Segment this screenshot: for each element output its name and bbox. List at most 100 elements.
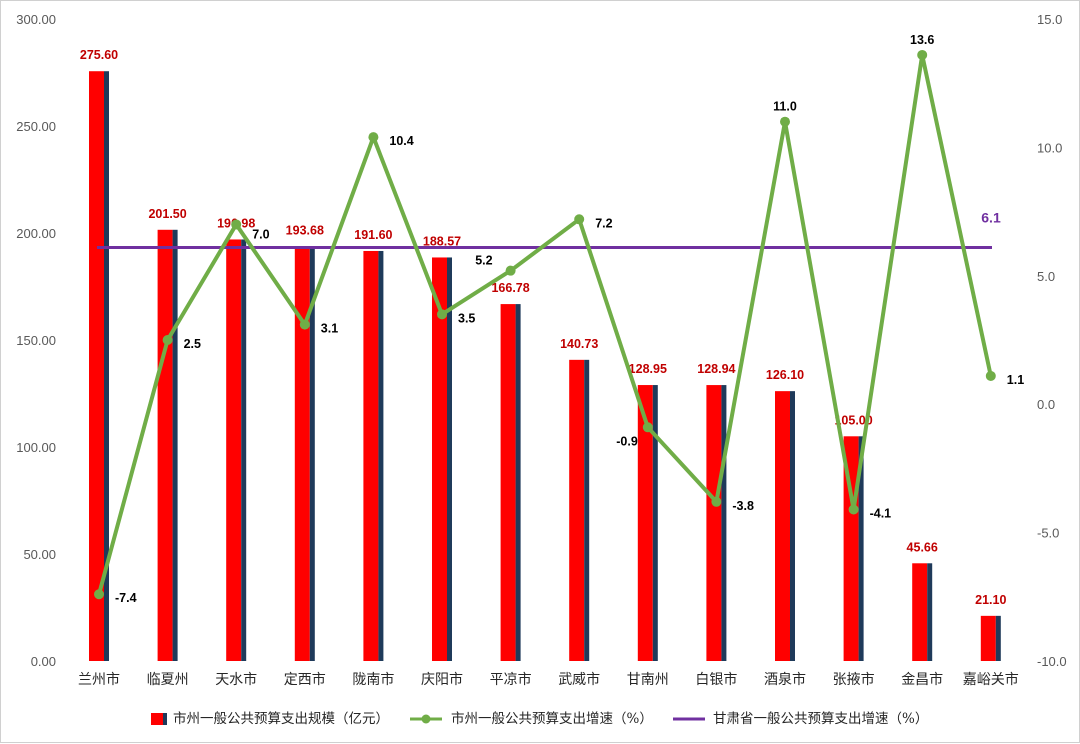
- bar-face: [980, 615, 996, 661]
- growth-marker: [437, 309, 447, 320]
- bar-value-label: 191.60: [354, 228, 392, 242]
- category-label: 临夏州: [147, 672, 189, 688]
- category-axis: 兰州市 临夏州 天水市 定西市 陇南市 庆阳市 平凉市 武威市 甘南州 白银市 酒泉市 张掖市 金昌市 嘉…: [78, 671, 1019, 688]
- bar-face: [912, 563, 928, 661]
- category-label: 张掖市: [833, 671, 875, 688]
- right-tick-label: -10.0: [1037, 654, 1067, 669]
- bar-side: [378, 250, 384, 661]
- growth-value-label: -3.8: [732, 499, 754, 513]
- right-tick-label: 0.0: [1037, 397, 1055, 412]
- bar: [500, 304, 521, 661]
- growth-series: [94, 49, 996, 600]
- growth-marker: [848, 504, 859, 515]
- bar-value-label: 128.95: [629, 362, 667, 376]
- growth-value-label: 1.1: [1007, 373, 1024, 387]
- legend: 市州一般公共预算支出规模（亿元） 市州一般公共预算支出增速（%） 甘肃省一般公共…: [151, 710, 928, 727]
- bar: [226, 239, 247, 661]
- bar-value-label: 128.94: [697, 362, 735, 376]
- bar: [569, 359, 590, 661]
- bar-face: [775, 391, 790, 661]
- legend-item-reference: 甘肃省一般公共预算支出增速（%）: [673, 711, 928, 727]
- legend-label-growth: 市州一般公共预算支出增速（%）: [451, 710, 653, 727]
- bar-face: [363, 250, 379, 661]
- category-label: 甘南州: [627, 672, 669, 688]
- bar-value-label: 193.68: [286, 224, 324, 238]
- bar-value-label: 275.60: [80, 48, 118, 62]
- growth-marker: [299, 319, 310, 330]
- bar-face: [157, 229, 173, 662]
- growth-value-label: 13.6: [910, 33, 934, 47]
- right-tick-label: -5.0: [1037, 526, 1059, 541]
- growth-marker: [231, 219, 242, 230]
- bar-value-label: 105.00: [834, 413, 872, 427]
- right-tick-label: 5.0: [1037, 269, 1055, 284]
- category-label: 酒泉市: [764, 671, 806, 688]
- growth-value-label: -4.1: [870, 506, 892, 520]
- legend-item-growth: 市州一般公共预算支出增速（%）: [410, 710, 653, 727]
- bar-side: [172, 229, 178, 662]
- bar-side: [447, 257, 452, 661]
- bar-face: [637, 385, 653, 661]
- category-label: 嘉峪关市: [963, 671, 1019, 688]
- right-axis: -10.0 -5.0 0.0 5.0 10.0 15.0: [1037, 12, 1067, 669]
- left-tick-label: 50.00: [23, 547, 56, 562]
- bar-face: [500, 304, 516, 661]
- bar-side: [721, 385, 727, 661]
- bar: [637, 385, 658, 661]
- growth-value-label: 7.0: [252, 227, 269, 241]
- bar-data-labels: 275.60201.50196.98193.68191.60188.57166.…: [80, 48, 1007, 607]
- bar-face: [294, 246, 310, 662]
- bar-side: [515, 304, 521, 661]
- bar-value-label: 21.10: [975, 593, 1006, 607]
- growth-value-label: 10.4: [389, 134, 413, 148]
- bar-face: [706, 385, 722, 661]
- bar: [706, 385, 727, 661]
- category-label: 武威市: [558, 671, 600, 688]
- bar-value-label: 201.50: [148, 207, 186, 221]
- growth-data-labels: -7.4 2.5 7.0 3.1 10.4 3.5 5.2 7.2 -0.9 -3.8 11.0 -4…: [115, 33, 1024, 605]
- bar-value-label: 45.66: [907, 540, 938, 554]
- bar-side: [104, 71, 109, 661]
- growth-value-label: 3.1: [321, 322, 338, 336]
- bar-value-label: 166.78: [491, 281, 529, 295]
- category-label: 陇南市: [352, 671, 394, 688]
- growth-marker: [780, 116, 790, 127]
- legend-label-reference: 甘肃省一般公共预算支出增速（%）: [713, 711, 928, 727]
- bar: [363, 250, 384, 661]
- category-label: 庆阳市: [421, 671, 463, 688]
- right-tick-label: 15.0: [1037, 12, 1062, 27]
- growth-value-label: 11.0: [773, 100, 797, 114]
- bar-side: [309, 246, 315, 662]
- left-tick-label: 200.00: [16, 226, 56, 241]
- growth-marker: [94, 589, 104, 600]
- growth-value-label: 7.2: [595, 216, 612, 230]
- bar-value-label: 188.57: [423, 234, 461, 248]
- growth-value-label: -0.9: [616, 434, 638, 448]
- growth-marker: [985, 370, 996, 381]
- category-label: 白银市: [695, 671, 737, 688]
- bar-side: [652, 385, 658, 661]
- bar: [432, 257, 452, 661]
- bar: [912, 563, 933, 661]
- growth-marker: [574, 214, 585, 225]
- left-tick-label: 300.00: [16, 12, 56, 27]
- bar-value-label: 140.73: [560, 337, 598, 351]
- bar-side: [995, 615, 1001, 661]
- bar-face: [89, 71, 104, 661]
- legend-bar-swatch: [151, 713, 163, 725]
- bar-side: [584, 359, 590, 661]
- legend-item-bar: 市州一般公共预算支出规模（亿元）: [151, 710, 389, 727]
- growth-marker: [505, 265, 516, 276]
- category-label: 金昌市: [901, 671, 943, 688]
- category-label: 平凉市: [490, 671, 532, 688]
- bar-series: [89, 71, 1001, 662]
- bar-face: [226, 239, 242, 661]
- left-tick-label: 0.00: [31, 654, 56, 669]
- bar: [775, 391, 795, 661]
- bar-face: [432, 257, 447, 661]
- growth-marker: [642, 422, 653, 433]
- growth-marker: [711, 496, 722, 507]
- left-axis: 0.00 50.00 100.00 150.00 200.00 250.00 300.00: [16, 12, 56, 669]
- category-label: 兰州市: [78, 671, 120, 688]
